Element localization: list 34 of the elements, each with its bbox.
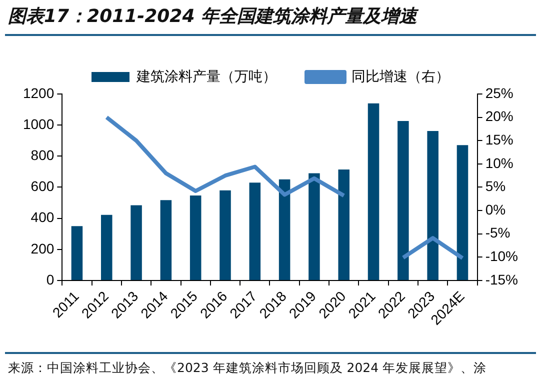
y2-tick-label: -15% [485, 271, 518, 288]
bar [190, 195, 202, 280]
y2-tick-label: 25% [485, 84, 514, 101]
y-tick-label: 600 [30, 178, 54, 194]
bar [160, 200, 172, 280]
y-tick-label: 200 [30, 240, 54, 256]
legend-label: 同比增速（右） [352, 68, 450, 84]
bar [456, 145, 468, 280]
bar [368, 103, 380, 280]
bar [220, 190, 231, 280]
y-tick-label: 0 [46, 271, 54, 288]
y2-tick-label: 10% [485, 154, 514, 171]
bar [398, 121, 409, 280]
bar [100, 214, 112, 280]
y-tick-label: 1000 [22, 116, 54, 132]
y2-tick-label: 5% [485, 178, 506, 194]
bar [130, 205, 142, 280]
y-tick-label: 1200 [22, 84, 54, 101]
y2-tick-label: 20% [485, 108, 514, 124]
y-tick-label: 400 [30, 209, 54, 226]
y2-tick-label: -5% [485, 224, 510, 241]
bar [278, 179, 290, 280]
y2-tick-label: 15% [485, 131, 514, 148]
bar [338, 170, 350, 280]
bar [308, 173, 320, 280]
y-tick-label: 800 [30, 147, 54, 164]
legend-label: 建筑涂料产量（万吨） [136, 68, 276, 84]
bar [71, 226, 83, 280]
bar [427, 130, 438, 280]
y2-tick-label: -10% [485, 248, 518, 264]
y2-tick-label: 0% [485, 201, 506, 218]
source-note: 来源：中国涂料工业协会、《2023 年建筑涂料市场回顾及 2024 年发展展望》、涂 [8, 360, 487, 377]
chart-title: 图表17：2011-2024 年全国建筑涂料产量及增速 [8, 5, 417, 28]
bar [249, 182, 261, 280]
